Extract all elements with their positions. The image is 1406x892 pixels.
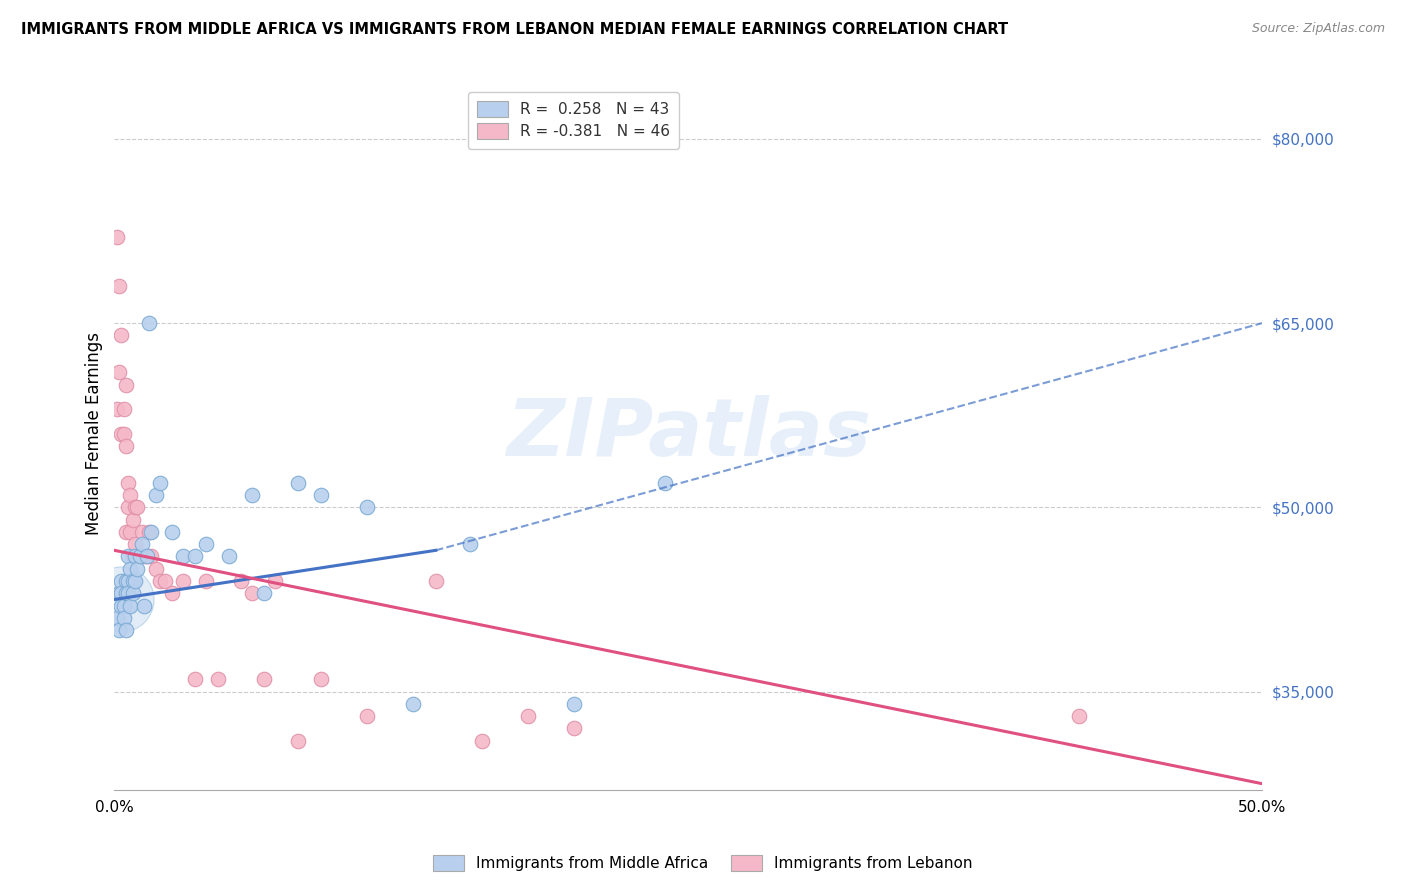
Point: [149, 574, 172, 588]
Point: [120, 599, 142, 613]
Point: [121, 574, 143, 588]
Point: [117, 574, 139, 588]
Point: [184, 673, 207, 687]
Point: [240, 488, 263, 502]
Text: ZIPatlas: ZIPatlas: [506, 394, 870, 473]
Point: [110, 328, 132, 343]
Point: [112, 611, 135, 625]
Point: [110, 426, 132, 441]
Point: [229, 574, 252, 588]
Point: [1067, 709, 1090, 723]
Point: [309, 673, 332, 687]
Point: [110, 586, 132, 600]
Point: [172, 549, 194, 564]
Point: [115, 574, 138, 588]
Text: Source: ZipAtlas.com: Source: ZipAtlas.com: [1251, 22, 1385, 36]
Point: [108, 586, 131, 600]
Point: [252, 673, 274, 687]
Point: [149, 475, 172, 490]
Legend: Immigrants from Middle Africa, Immigrants from Lebanon: Immigrants from Middle Africa, Immigrant…: [427, 849, 979, 877]
Point: [121, 513, 143, 527]
Point: [124, 574, 146, 588]
Point: [135, 549, 157, 564]
Point: [128, 549, 150, 564]
Text: IMMIGRANTS FROM MIDDLE AFRICA VS IMMIGRANTS FROM LEBANON MEDIAN FEMALE EARNINGS : IMMIGRANTS FROM MIDDLE AFRICA VS IMMIGRA…: [21, 22, 1008, 37]
Point: [134, 599, 156, 613]
Point: [120, 562, 142, 576]
Point: [240, 586, 263, 600]
Point: [425, 574, 447, 588]
Point: [108, 279, 131, 293]
Point: [108, 623, 131, 637]
Point: [131, 524, 153, 539]
Point: [124, 500, 146, 515]
Point: [105, 402, 128, 417]
Point: [145, 562, 167, 576]
Point: [172, 574, 194, 588]
Point: [115, 524, 138, 539]
Legend: R =  0.258   N = 43, R = -0.381   N = 46: R = 0.258 N = 43, R = -0.381 N = 46: [468, 92, 679, 149]
Point: [120, 524, 142, 539]
Point: [309, 488, 332, 502]
Point: [356, 500, 378, 515]
Point: [252, 586, 274, 600]
Point: [112, 426, 135, 441]
Point: [124, 549, 146, 564]
Point: [115, 377, 138, 392]
Point: [153, 574, 176, 588]
Point: [562, 722, 585, 736]
Point: [110, 574, 132, 588]
Point: [654, 475, 676, 490]
Point: [458, 537, 481, 551]
Point: [138, 524, 160, 539]
Point: [115, 623, 138, 637]
Point: [184, 549, 207, 564]
Point: [127, 500, 149, 515]
Point: [471, 733, 494, 747]
Point: [160, 524, 183, 539]
Point: [402, 697, 425, 711]
Point: [287, 475, 309, 490]
Point: [131, 537, 153, 551]
Point: [117, 500, 139, 515]
Point: [117, 549, 139, 564]
Point: [356, 709, 378, 723]
Y-axis label: Median Female Earnings: Median Female Earnings: [86, 332, 103, 535]
Point: [135, 549, 157, 564]
Point: [139, 524, 162, 539]
Point: [195, 537, 218, 551]
Point: [117, 586, 139, 600]
Point: [207, 673, 229, 687]
Point: [134, 549, 156, 564]
Point: [562, 697, 585, 711]
Point: [160, 586, 183, 600]
Point: [110, 599, 132, 613]
Point: [110, 592, 132, 607]
Point: [115, 439, 138, 453]
Point: [287, 733, 309, 747]
Point: [105, 230, 128, 244]
Point: [516, 709, 538, 723]
Point: [117, 475, 139, 490]
Point: [105, 611, 128, 625]
Point: [138, 316, 160, 330]
Point: [115, 586, 138, 600]
Point: [120, 488, 142, 502]
Point: [112, 599, 135, 613]
Point: [121, 549, 143, 564]
Point: [121, 586, 143, 600]
Point: [264, 574, 287, 588]
Point: [108, 365, 131, 379]
Point: [195, 574, 218, 588]
Point: [145, 488, 167, 502]
Point: [124, 537, 146, 551]
Point: [218, 549, 240, 564]
Point: [128, 549, 150, 564]
Point: [112, 402, 135, 417]
Point: [127, 562, 149, 576]
Point: [139, 549, 162, 564]
